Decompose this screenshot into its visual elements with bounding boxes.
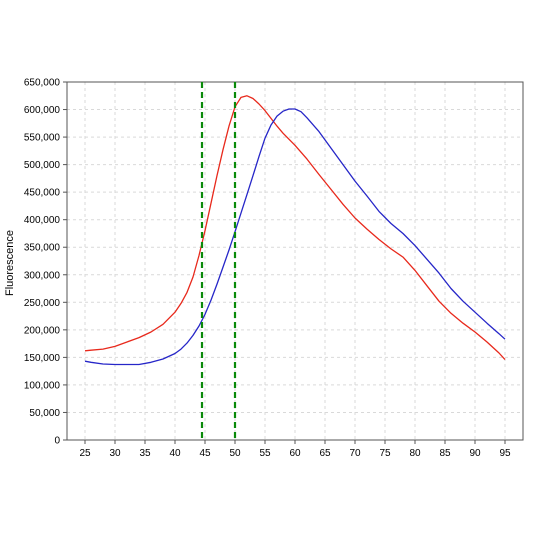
y-axis-ticks: 0 50,000 100,000 150,000 200,000 250,000 300,0… xyxy=(24,78,67,447)
x-tick-label: 25 xyxy=(79,448,91,459)
x-tick-label: 50 xyxy=(229,448,241,459)
y-tick-label: 300,000 xyxy=(24,270,61,281)
y-tick-label: 450,000 xyxy=(24,188,61,199)
y-tick-label: 550,000 xyxy=(24,133,61,144)
y-tick-label: 200,000 xyxy=(24,325,61,336)
plot-area xyxy=(66,81,524,441)
x-tick-label: 80 xyxy=(409,448,421,459)
x-tick-label: 95 xyxy=(499,448,511,459)
x-tick-label: 60 xyxy=(289,448,301,459)
x-tick-label: 40 xyxy=(169,448,181,459)
y-tick-label: 650,000 xyxy=(24,78,61,89)
x-tick-label: 75 xyxy=(379,448,391,459)
series-lines xyxy=(84,95,506,366)
y-tick-label: 600,000 xyxy=(24,105,61,116)
y-tick-label: 150,000 xyxy=(24,353,61,364)
grid-lines xyxy=(67,82,523,440)
y-tick-label: 0 xyxy=(54,436,60,447)
series-line-1 xyxy=(84,95,506,361)
y-tick-label: 500,000 xyxy=(24,160,61,171)
x-tick-label: 35 xyxy=(139,448,151,459)
reference-lines xyxy=(200,82,237,440)
x-tick-label: 85 xyxy=(439,448,451,459)
x-tick-label: 30 xyxy=(109,448,121,459)
x-tick-label: 90 xyxy=(469,448,481,459)
y-tick-label: 250,000 xyxy=(24,298,61,309)
x-axis-ticks: 25 30 35 40 45 50 55 60 65 70 75 80 85 90 95 xyxy=(79,440,511,459)
series-line-2 xyxy=(84,108,506,366)
y-tick-label: 100,000 xyxy=(24,380,61,391)
x-tick-label: 70 xyxy=(349,448,361,459)
x-tick-label: 65 xyxy=(319,448,331,459)
x-tick-label: 55 xyxy=(259,448,271,459)
y-tick-label: 350,000 xyxy=(24,243,61,254)
y-axis-label: Fluorescence xyxy=(4,230,16,296)
x-tick-label: 45 xyxy=(199,448,211,459)
y-tick-label: 50,000 xyxy=(29,408,60,419)
y-tick-label: 400,000 xyxy=(24,215,61,226)
